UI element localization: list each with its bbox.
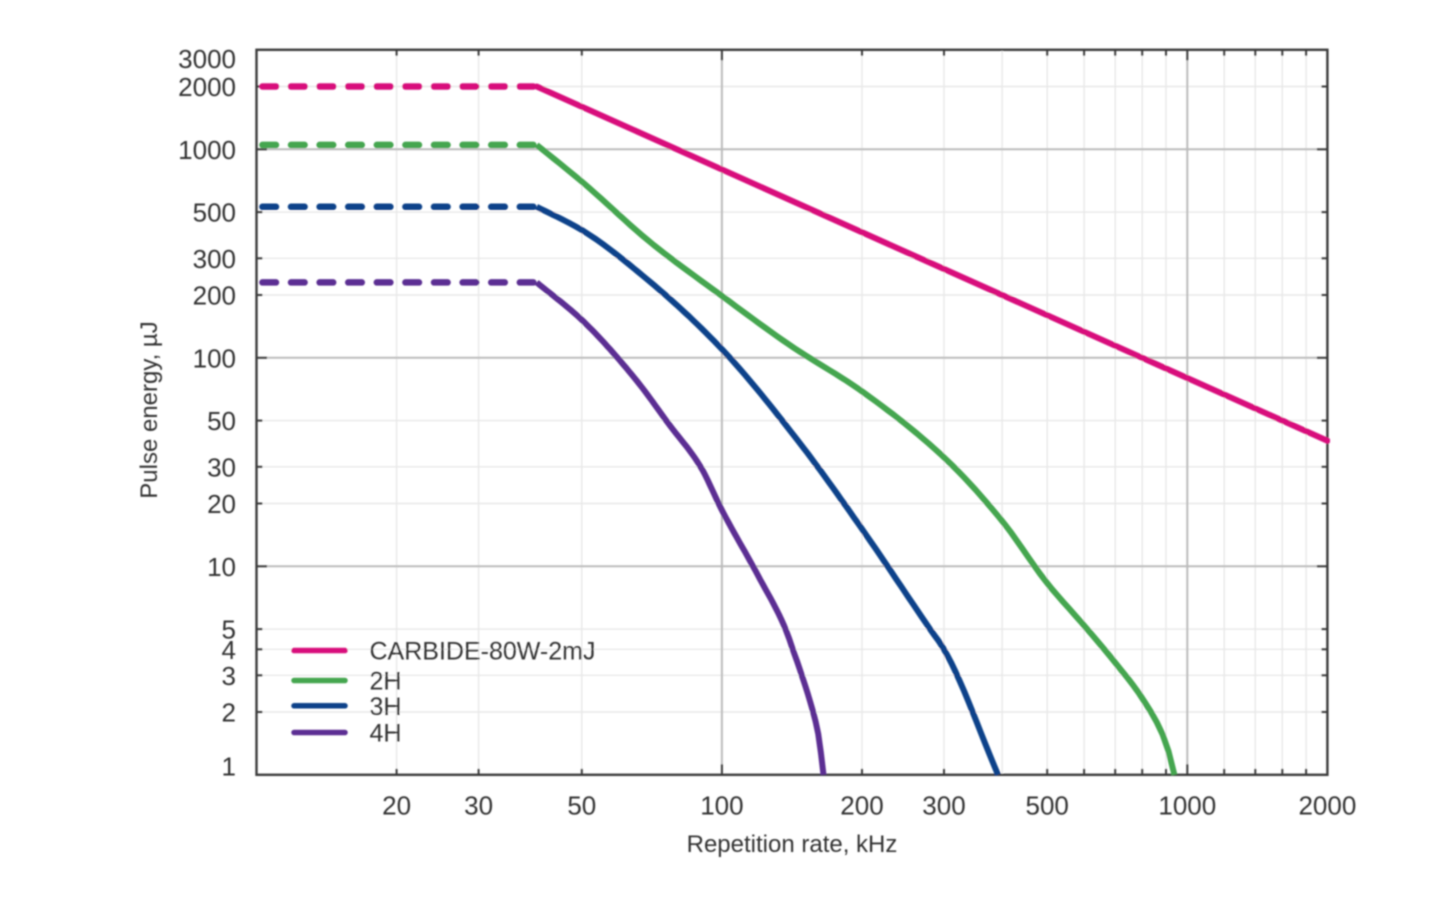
- svg-text:1: 1: [222, 752, 236, 782]
- svg-text:500: 500: [1026, 791, 1069, 821]
- svg-text:2H: 2H: [370, 668, 402, 696]
- svg-text:2000: 2000: [178, 72, 236, 102]
- svg-text:3H: 3H: [370, 693, 402, 721]
- svg-text:CARBIDE-80W-2mJ: CARBIDE-80W-2mJ: [370, 638, 596, 666]
- svg-text:20: 20: [382, 791, 411, 821]
- svg-text:100: 100: [700, 791, 743, 821]
- svg-text:300: 300: [922, 791, 965, 821]
- svg-text:Pulse energy, µJ: Pulse energy, µJ: [136, 321, 163, 498]
- svg-text:3: 3: [222, 661, 236, 691]
- svg-text:300: 300: [193, 244, 236, 274]
- svg-text:100: 100: [193, 343, 236, 373]
- svg-text:4: 4: [222, 635, 236, 665]
- svg-text:10: 10: [207, 552, 236, 582]
- svg-text:20: 20: [207, 489, 236, 519]
- svg-text:200: 200: [840, 791, 883, 821]
- svg-text:3000: 3000: [178, 44, 236, 74]
- svg-text:2: 2: [222, 698, 236, 728]
- svg-text:1000: 1000: [1158, 791, 1216, 821]
- svg-text:500: 500: [193, 198, 236, 228]
- svg-text:200: 200: [193, 281, 236, 311]
- svg-text:30: 30: [464, 791, 493, 821]
- svg-text:2000: 2000: [1298, 791, 1356, 821]
- svg-text:50: 50: [567, 791, 596, 821]
- svg-text:50: 50: [207, 406, 236, 436]
- svg-text:5: 5: [222, 615, 236, 645]
- svg-text:4H: 4H: [370, 720, 402, 748]
- svg-text:30: 30: [207, 452, 236, 482]
- svg-text:1000: 1000: [178, 135, 236, 165]
- svg-text:Repetition rate, kHz: Repetition rate, kHz: [687, 831, 898, 858]
